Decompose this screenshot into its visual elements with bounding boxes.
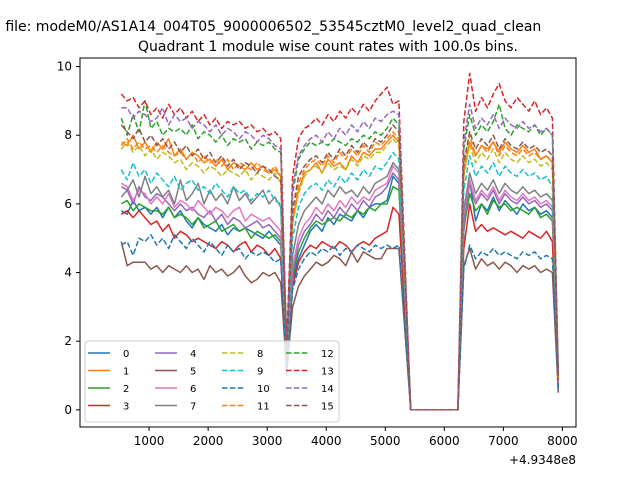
legend-label-9: 9 <box>257 367 263 378</box>
series-line-6 <box>120 165 560 411</box>
x-tick-label: 8000 <box>547 434 578 448</box>
series-line-9 <box>120 151 560 411</box>
series-line-8 <box>120 137 560 411</box>
series-line-3 <box>120 203 560 411</box>
series-line-12 <box>120 100 560 411</box>
series-line-11 <box>120 131 560 411</box>
x-tick-label: 2000 <box>193 434 224 448</box>
series-line-7 <box>120 161 560 411</box>
x-tick-label: 5000 <box>370 434 401 448</box>
x-tick-label: 6000 <box>429 434 460 448</box>
plot-area <box>79 57 577 428</box>
series-line-14 <box>121 103 560 411</box>
series-layer <box>120 72 560 411</box>
legend-frame <box>84 340 340 423</box>
series-line-10 <box>120 234 560 411</box>
y-tick-label: 6 <box>64 197 72 211</box>
legend-label-5: 5 <box>190 367 196 378</box>
legend-label-10: 10 <box>257 384 270 395</box>
x-offset-label: +4.9348e8 <box>509 453 576 467</box>
y-axis: 0 2 4 6 8 10 <box>57 60 80 417</box>
legend-label-2: 2 <box>123 384 129 395</box>
y-tick-label: 8 <box>64 128 72 142</box>
legend-label-13: 13 <box>321 367 334 378</box>
x-tick-label: 7000 <box>488 434 519 448</box>
legend-label-12: 12 <box>321 349 334 360</box>
y-tick-label: 10 <box>57 60 72 74</box>
legend-label-1: 1 <box>123 367 129 378</box>
x-tick-label: 4000 <box>311 434 342 448</box>
x-axis: 1000 2000 3000 4000 5000 6000 7000 8000 <box>134 427 578 448</box>
legend-label-3: 3 <box>123 402 129 413</box>
figure-suptitle: n file: modeM0/AS1A14_004T05_9000006502_… <box>0 19 541 35</box>
legend-label-11: 11 <box>257 402 270 413</box>
legend-label-4: 4 <box>190 349 196 360</box>
x-tick-label: 3000 <box>252 434 283 448</box>
y-tick-label: 0 <box>64 403 72 417</box>
plot-frame <box>79 57 577 428</box>
x-tick-label: 1000 <box>134 434 165 448</box>
legend-label-0: 0 <box>123 349 129 360</box>
series-line-2 <box>120 185 560 411</box>
legend-label-8: 8 <box>257 349 263 360</box>
series-line-4 <box>120 172 560 411</box>
series-line-15 <box>120 124 560 411</box>
series-line-5 <box>120 241 560 411</box>
legend-label-15: 15 <box>321 402 334 413</box>
series-line-0 <box>120 175 560 411</box>
legend-label-14: 14 <box>321 384 334 395</box>
chart-title: Quadrant 1 module wise count rates with … <box>138 39 518 55</box>
legend-label-6: 6 <box>190 384 196 395</box>
legend-label-7: 7 <box>190 402 196 413</box>
y-tick-label: 2 <box>64 334 72 348</box>
y-tick-label: 4 <box>64 266 72 280</box>
